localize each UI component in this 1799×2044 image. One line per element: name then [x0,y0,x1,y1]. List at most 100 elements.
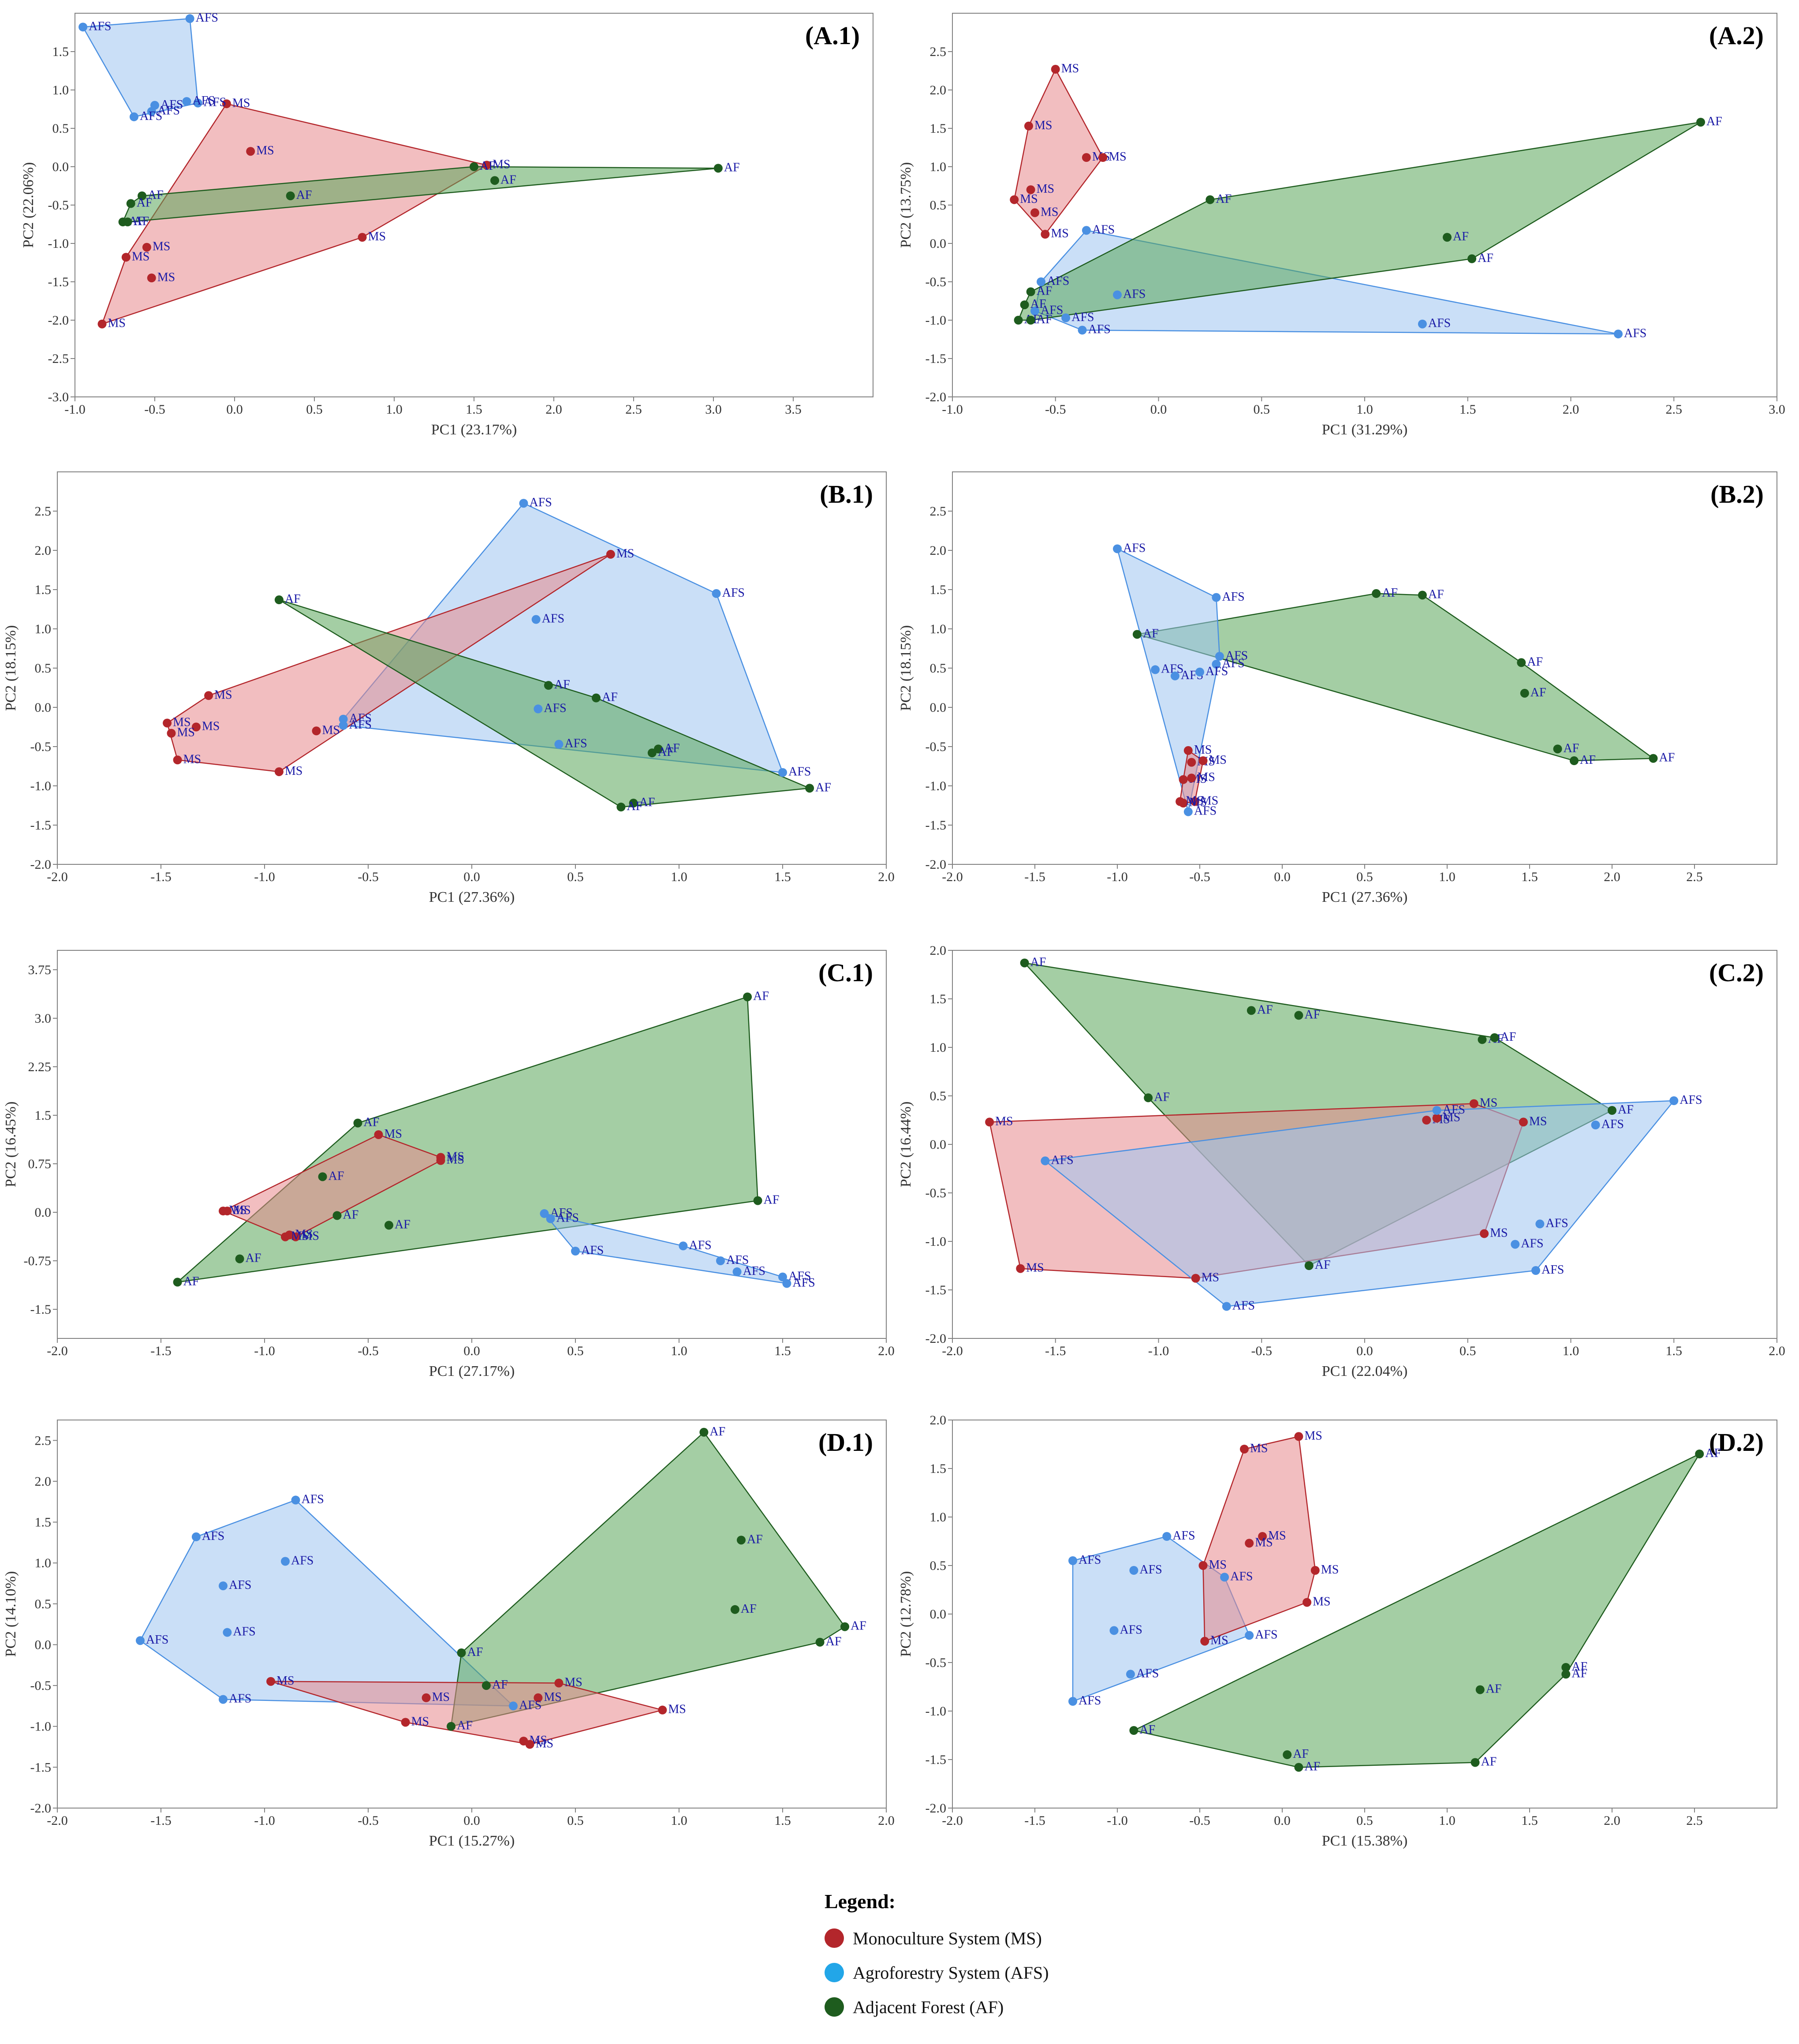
point-label-af: AF [1154,1090,1170,1104]
point-ms [1179,775,1188,784]
point-ms [1258,1532,1267,1541]
point-label-afs: AFS [556,1211,579,1225]
point-ms [1191,1274,1200,1283]
y-tick-label: 1.0 [930,1510,947,1525]
point-af [1294,1763,1303,1772]
point-label-ms: MS [1443,1111,1460,1125]
y-tick-label: 1.0 [35,622,52,636]
point-afs [554,740,564,749]
point-label-af: AF [1143,627,1159,640]
x-tick-label: 2.5 [1666,402,1683,417]
point-label-afs: AFS [1120,1623,1142,1637]
point-ms [204,691,213,700]
x-tick-label: -1.0 [1107,1813,1128,1828]
x-tick-label: 1.0 [671,870,687,884]
point-ms [985,1117,994,1127]
x-tick-label: 1.5 [1459,402,1476,417]
point-label-afs: AFS [1079,1553,1101,1567]
x-tick-label: 1.5 [774,870,791,884]
point-ms [1183,746,1193,755]
x-tick-label: -1.0 [254,1344,275,1358]
legend-swatch-af [825,1997,844,2017]
point-label-afs: AFS [302,1493,324,1506]
point-label-afs: AFS [1255,1628,1277,1641]
y-tick-label: 2.5 [35,504,52,519]
point-label-af: AF [639,796,655,809]
point-ms [1310,1566,1320,1575]
point-ms [1198,1561,1208,1570]
point-label-afs: AFS [349,718,372,732]
point-af [1553,744,1562,754]
point-af [1517,658,1526,667]
point-af [840,1622,849,1631]
point-label-afs: AFS [1225,649,1248,662]
point-afs [1245,1631,1254,1640]
point-label-af: AF [764,1193,780,1207]
x-axis-title: PC1 (27.36%) [1322,889,1408,905]
point-label-ms: MS [1034,119,1052,132]
point-label-af: AF [133,214,149,228]
hull-ms [101,103,488,325]
point-label-afs: AFS [564,737,587,751]
x-axis-title: PC1 (15.38%) [1322,1833,1408,1849]
point-af [629,799,638,808]
point-ms [291,1232,300,1241]
point-afs [778,1272,787,1282]
panel-label: (D.1) [818,1428,873,1457]
point-label-afs: AFS [542,612,564,626]
panel-label: (C.1) [818,958,873,987]
point-af [592,693,601,703]
x-tick-label: -1.0 [942,402,963,417]
point-ms [246,147,255,156]
point-afs [1614,329,1623,339]
y-tick-label: 2.0 [930,1413,947,1427]
x-tick-label: 1.5 [774,1344,791,1358]
x-tick-label: 1.0 [386,402,403,417]
point-label-af: AF [1037,313,1053,326]
point-af [353,1118,362,1128]
legend: Legend: Monoculture System (MS) Agrofore… [825,1890,1221,2035]
point-afs [193,98,202,108]
point-label-ms: MS [132,250,149,263]
x-tick-label: 1.5 [1521,870,1538,884]
point-afs [1215,652,1224,661]
point-af [1467,254,1477,263]
x-tick-label: -0.5 [358,1813,379,1828]
point-label-afs: AFS [160,98,183,112]
x-tick-label: 2.0 [1604,1813,1620,1828]
panel-label: (B.1) [820,480,873,508]
point-label-ms: MS [1020,192,1038,206]
point-ms [312,726,321,736]
point-ms [167,729,176,738]
y-tick-label: 1.0 [930,622,947,636]
x-tick-label: -1.5 [150,1813,172,1828]
x-tick-label: 2.0 [878,1344,895,1358]
point-label-af: AF [664,741,680,755]
point-ms [191,722,201,732]
point-afs [1113,290,1122,299]
y-tick-label: 0.5 [930,198,947,213]
point-label-af: AF [1527,655,1543,669]
point-afs [1222,1302,1231,1311]
y-tick-label: 1.5 [930,583,947,597]
y-tick-label: -2.0 [926,1801,947,1816]
point-label-af: AF [709,1425,725,1439]
point-afs [1078,325,1087,335]
point-label-af: AF [741,1602,757,1616]
point-label-af: AF [1037,284,1053,298]
point-afs [1068,1556,1078,1565]
point-af [713,164,723,173]
point-afs [1531,1266,1541,1275]
point-af [1294,1011,1303,1020]
x-tick-label: -2.0 [942,1813,963,1828]
x-tick-label: 1.0 [1563,1344,1579,1358]
x-tick-label: 0.5 [567,870,584,884]
point-af [123,217,132,227]
legend-label-ms: Monoculture System (MS) [853,1928,1042,1948]
point-af [318,1172,327,1181]
point-af [481,1681,491,1690]
point-af [1520,688,1529,698]
point-ms [1187,774,1196,783]
x-tick-label: 3.0 [705,402,722,417]
